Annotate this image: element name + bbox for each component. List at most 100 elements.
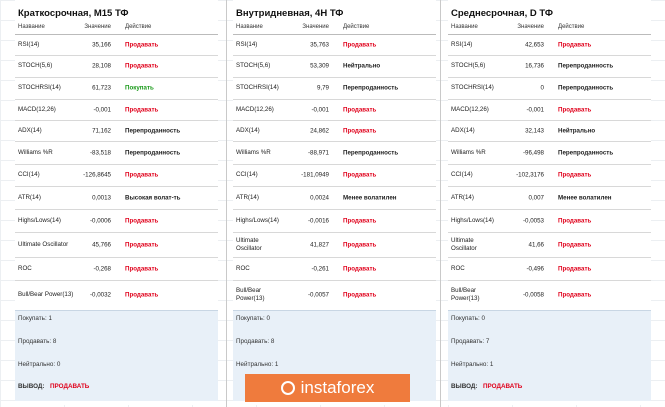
indicator-name: STOCHRSI(14)	[451, 84, 494, 91]
indicator-name: Highs/Lows(14)	[18, 216, 61, 224]
conclusion-label: ВЫВОД:	[18, 383, 45, 390]
indicator-action: Продавать	[558, 291, 592, 299]
table-row: MACD(12,26) -0,001 Продавать	[15, 99, 218, 121]
table-row: STOCH(5,6) 53,309 Нейтрально	[233, 55, 436, 78]
summary-line: Продавать: 8	[236, 338, 275, 345]
table-row: Ultimate Oscillator 45,766 Продавать	[15, 232, 218, 258]
table-row: STOCH(5,6) 16,736 Перепроданность	[448, 55, 651, 78]
indicator-action: Продавать	[558, 171, 592, 179]
indicator-action: Продавать	[343, 265, 377, 272]
summary-line: Продавать: 7	[451, 338, 490, 345]
table-row: ATR(14) 0,0024 Менее волатилен	[233, 186, 436, 210]
header-cell: Название	[451, 24, 478, 30]
header-cell: Значение	[517, 24, 544, 30]
header-cell: Название	[18, 24, 45, 30]
indicator-action: Менее волатилен	[343, 194, 397, 201]
indicator-value: 28,108	[92, 62, 111, 70]
header-cell: Действие	[125, 24, 152, 30]
table-row: Ultimate Oscillator 41,66 Продавать	[448, 232, 651, 258]
indicator-value: -0,001	[311, 106, 329, 113]
table-row: RSI(14) 42,653 Продавать	[448, 35, 651, 56]
indicator-name: Highs/Lows(14)	[451, 216, 494, 224]
indicator-action: Продавать	[343, 291, 377, 299]
indicator-action: Продавать	[343, 171, 377, 179]
summary-line: Продавать: 8	[18, 338, 57, 345]
indicator-name: ATR(14)	[236, 193, 259, 201]
indicator-value: -181,0949	[301, 171, 329, 179]
indicator-value: -0,001	[93, 106, 111, 113]
table-row: STOCHRSI(14) 61,723 Покупать	[15, 77, 218, 100]
indicator-name: RSI(14)	[451, 41, 473, 48]
indicator-action: Перепроданность	[125, 127, 181, 134]
indicator-action: Продавать	[125, 106, 159, 113]
indicator-action: Перепроданность	[125, 149, 181, 156]
indicator-name: Highs/Lows(14)	[236, 216, 279, 224]
indicator-action: Продавать	[558, 41, 592, 49]
indicator-action: Продавать	[125, 217, 159, 224]
summary-line: Нейтрально: 1	[451, 361, 494, 368]
indicator-name: ROC	[236, 264, 250, 272]
indicator-value: 35,166	[92, 41, 111, 49]
header-cell: Действие	[343, 24, 370, 30]
table-row: STOCHRSI(14) 9,79 Перепроданность	[233, 77, 436, 100]
indicator-name: ROC	[18, 264, 32, 272]
indicator-action: Продавать	[125, 291, 159, 299]
indicator-action: Продавать	[343, 241, 377, 248]
indicator-value: 71,162	[92, 127, 111, 134]
separator	[440, 0, 441, 407]
table-row: ROC -0,261 Продавать	[233, 257, 436, 281]
indicator-action: Продавать	[343, 41, 377, 49]
indicator-action: Перепроданность	[558, 84, 614, 92]
indicator-action: Перепроданность	[558, 149, 614, 156]
summary-box: Покупать: 0 Продавать: 7 Нейтрально: 1 ВЫВО…	[448, 310, 651, 401]
indicator-value: -0,0057	[308, 291, 329, 299]
indicator-name: MACD(12,26)	[18, 105, 56, 113]
summary-box: Покупать: 1 Продавать: 8 Нейтрально: 0 ВЫВО…	[15, 310, 218, 401]
indicator-value: -126,8645	[83, 171, 111, 179]
watermark: instaforex	[245, 374, 410, 402]
indicator-value: -0,0006	[90, 217, 111, 224]
indicator-value: 41,827	[310, 241, 329, 248]
panel: Краткосрочная, M15 ТФ Название Значение Дей…	[15, 0, 218, 405]
indicator-value: 61,723	[92, 84, 111, 92]
indicator-name: Williams %R	[18, 148, 53, 156]
indicator-action: Продавать	[343, 127, 377, 134]
table-row: CCI(14) -181,0949 Продавать	[233, 164, 436, 187]
indicator-action: Покупать	[125, 84, 154, 92]
indicator-action: Перепроданность	[558, 62, 614, 70]
indicator-action: Продавать	[343, 106, 377, 113]
indicator-value: -88,971	[308, 149, 329, 156]
indicator-value: 0,0024	[310, 194, 329, 201]
panel: Внутридневная, 4H ТФ Название Значение Дейс…	[233, 0, 436, 405]
table-row: Bull/Bear Power(13) -0,0032 Продавать	[15, 280, 218, 311]
table-row: RSI(14) 35,763 Продавать	[233, 35, 436, 56]
header-cell: Название	[236, 24, 263, 30]
indicator-value: 0,007	[528, 194, 544, 201]
indicator-value: -96,498	[523, 149, 544, 156]
table-row: Bull/Bear Power(13) -0,0058 Продавать	[448, 280, 651, 311]
indicator-action: Продавать	[125, 265, 159, 272]
conclusion-label: ВЫВОД:	[451, 383, 478, 390]
header-cell: Значение	[302, 24, 329, 30]
indicator-name: STOCHRSI(14)	[18, 84, 61, 91]
summary-line: Нейтрально: 1	[236, 361, 279, 368]
table-row: Highs/Lows(14) -0,0016 Продавать	[233, 209, 436, 233]
table-row: STOCH(5,6) 28,108 Продавать	[15, 55, 218, 78]
indicator-value: -0,496	[526, 265, 544, 272]
separator	[226, 0, 227, 407]
indicator-value: -0,001	[526, 106, 544, 113]
indicator-name: MACD(12,26)	[451, 105, 489, 113]
indicator-name: CCI(14)	[236, 171, 258, 178]
indicator-action: Продавать	[125, 41, 159, 49]
indicator-name: ADX(14)	[451, 126, 475, 134]
indicator-action: Менее волатилен	[558, 194, 612, 201]
indicator-name: Ultimate Oscillator	[451, 236, 477, 252]
table-row: Williams %R -96,498 Перепроданность	[448, 141, 651, 165]
indicator-value: 0	[540, 84, 544, 92]
indicator-name: MACD(12,26)	[236, 105, 274, 113]
indicator-value: -0,0032	[90, 291, 111, 299]
indicator-name: Ultimate Oscillator	[18, 240, 69, 248]
indicator-name: RSI(14)	[236, 41, 258, 48]
watermark-text: instaforex	[300, 378, 375, 397]
indicator-name: Bull/Bear Power(13)	[18, 291, 74, 298]
